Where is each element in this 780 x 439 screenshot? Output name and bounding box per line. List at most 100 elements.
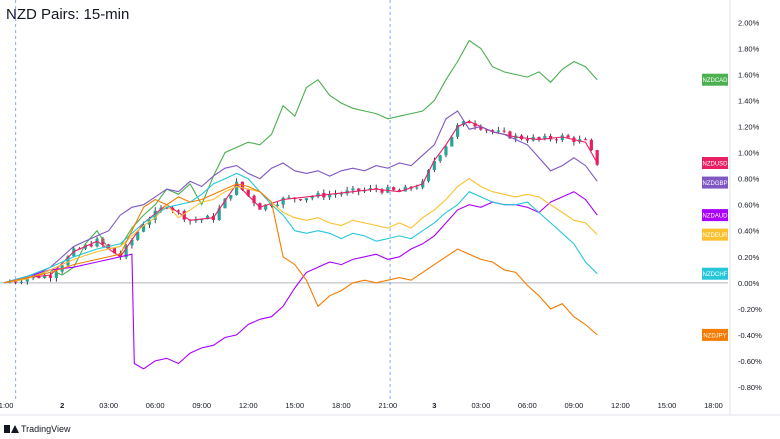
- candle-body: [496, 130, 500, 132]
- y-tick-label: 0.60%: [738, 201, 760, 210]
- series-line-nzdgbp[interactable]: [3, 110, 598, 284]
- x-tick-label: 2: [60, 401, 64, 410]
- candle-body: [136, 231, 140, 240]
- candle-body: [304, 198, 308, 201]
- series-line-nzdeur[interactable]: [3, 178, 598, 284]
- candle-body: [392, 187, 396, 190]
- series-label-text: NZDCHF: [703, 272, 728, 278]
- series-label-text: NZDUSD: [703, 162, 729, 168]
- candle-body: [223, 198, 227, 209]
- candle-body: [368, 188, 372, 191]
- x-tick-label: 06:00: [518, 401, 537, 410]
- candle-body: [380, 189, 384, 193]
- series-label-nzdchf[interactable]: NZDCHF: [702, 267, 728, 280]
- candle-body: [560, 135, 564, 141]
- x-tick-label: 15:00: [658, 401, 677, 410]
- candle-body: [66, 256, 70, 266]
- candle-body: [537, 137, 541, 140]
- candle-body: [281, 197, 285, 205]
- candle-body: [48, 275, 53, 278]
- y-tick-label: 1.60%: [738, 70, 760, 79]
- candle-body: [229, 195, 233, 199]
- series-line-nzdcad[interactable]: [3, 39, 598, 284]
- y-tick-label: 1.80%: [738, 44, 760, 53]
- series-label-bg: [702, 267, 728, 280]
- series-label-bg: [702, 328, 728, 341]
- series-label-nzdgbp[interactable]: NZDGBP: [702, 176, 728, 189]
- candle-body: [444, 146, 448, 156]
- candle-body: [438, 155, 442, 161]
- candle-body: [54, 271, 58, 278]
- tradingview-logo[interactable]: TradingView: [4, 424, 71, 434]
- candle-body: [275, 204, 279, 206]
- x-tick-label: 06:00: [146, 401, 165, 410]
- candle-body: [525, 139, 529, 141]
- candle-body: [130, 239, 134, 246]
- candle-body: [450, 136, 454, 147]
- candle-body: [246, 189, 250, 196]
- candle-body: [298, 199, 303, 201]
- candle-body: [566, 135, 570, 138]
- tradingview-logo-icon: [4, 425, 19, 433]
- candle-body: [112, 247, 117, 254]
- candle-body: [554, 139, 559, 141]
- candle-body: [252, 195, 256, 204]
- candle-body: [397, 189, 402, 192]
- candle-body: [37, 275, 41, 279]
- series-label-nzdcad[interactable]: NZDCAD: [702, 73, 729, 86]
- candle-body: [43, 275, 47, 279]
- x-tick-label: 09:00: [192, 401, 211, 410]
- candle-body: [205, 215, 210, 220]
- candle-body: [328, 194, 332, 198]
- series-label-text: NZDGBP: [702, 181, 727, 187]
- series-label-text: NZDCAD: [703, 78, 729, 84]
- x-tick-label: 3: [432, 401, 436, 410]
- chart-title: NZD Pairs: 15-min: [6, 6, 130, 23]
- series-label-text: NZDAUD: [703, 214, 729, 220]
- x-tick-label: 12:00: [611, 401, 630, 410]
- series-label-bg: [702, 176, 728, 189]
- candle-body: [415, 187, 419, 189]
- series-line-nzdchf[interactable]: [3, 172, 598, 284]
- candle-body: [508, 131, 512, 139]
- candle-body: [426, 169, 431, 182]
- candle-body: [461, 121, 466, 126]
- series-line-nzdusd[interactable]: [3, 120, 598, 284]
- candle-body: [19, 281, 24, 283]
- y-tick-label: -0.80%: [738, 383, 762, 392]
- series-line-nzdjpy[interactable]: [3, 183, 598, 336]
- candle-body: [456, 125, 460, 137]
- series-line-nzdaud[interactable]: [3, 191, 598, 370]
- series-label-nzdjpy[interactable]: NZDJPY: [702, 328, 728, 341]
- candle-body: [310, 196, 314, 199]
- candle-body: [176, 210, 181, 212]
- series-layer: [3, 39, 598, 370]
- candle-body: [287, 197, 291, 199]
- candle-body: [502, 130, 506, 132]
- candle-body: [432, 160, 436, 170]
- x-tick-label: 21:00: [378, 401, 397, 410]
- candle-body: [200, 219, 204, 221]
- y-tick-label: 0.20%: [738, 253, 760, 262]
- series-label-text: NZDJPY: [703, 333, 726, 339]
- candle-body: [118, 253, 122, 258]
- series-labels: NZDCAD NZDUSD NZDGBP NZDAUD NZDEUR NZDCHF NZDJ…: [702, 73, 729, 341]
- x-tick-label: 03:00: [99, 401, 118, 410]
- candle-body: [258, 203, 262, 210]
- series-label-nzdaud[interactable]: NZDAUD: [702, 209, 729, 222]
- y-tick-label: 0.40%: [738, 227, 760, 236]
- candle-body: [479, 126, 483, 130]
- x-tick-label: 18:00: [704, 401, 723, 410]
- series-label-bg: [702, 209, 728, 222]
- series-label-nzdusd[interactable]: NZDUSD: [702, 157, 729, 170]
- grid-layer: [0, 0, 780, 416]
- series-label-bg: [702, 228, 728, 241]
- x-tick-label: 18:00: [332, 401, 351, 410]
- series-label-text: NZDEUR: [703, 233, 729, 239]
- candle-body: [543, 135, 547, 140]
- candle-body: [89, 244, 93, 247]
- series-label-nzdeur[interactable]: NZDEUR: [702, 228, 729, 241]
- x-tick-label: 09:00: [565, 401, 584, 410]
- candle-body: [490, 130, 495, 132]
